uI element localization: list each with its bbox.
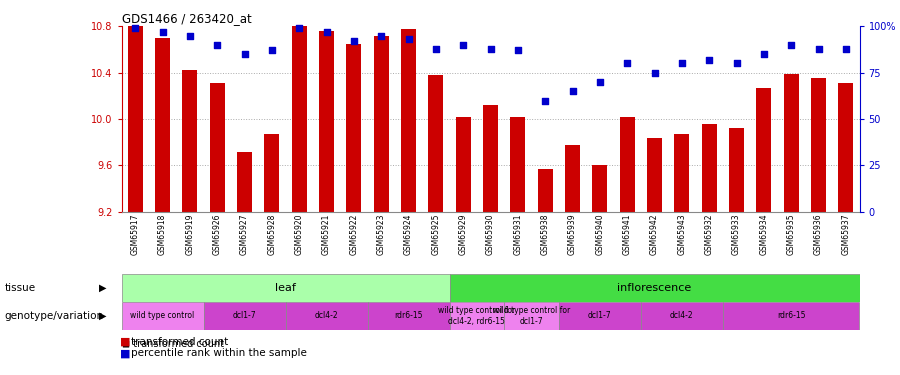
Bar <box>784 74 798 212</box>
Text: rdr6-15: rdr6-15 <box>394 311 423 320</box>
Bar <box>183 70 197 212</box>
Point <box>238 51 252 57</box>
Point <box>401 36 416 42</box>
Text: GDS1466 / 263420_at: GDS1466 / 263420_at <box>122 12 251 25</box>
Text: ◼ transformed count: ◼ transformed count <box>122 338 223 348</box>
Bar <box>122 274 449 302</box>
Text: wild type control for
dcl1-7: wild type control for dcl1-7 <box>493 306 570 326</box>
Point <box>538 98 553 104</box>
Bar <box>510 117 526 212</box>
Bar <box>641 302 723 330</box>
Point <box>320 29 334 35</box>
Point <box>565 88 580 94</box>
Point <box>757 51 771 57</box>
Text: wild type control for
dcl4-2, rdr6-15: wild type control for dcl4-2, rdr6-15 <box>438 306 516 326</box>
Text: ■: ■ <box>120 348 130 358</box>
Text: dcl4-2: dcl4-2 <box>670 311 694 320</box>
Point <box>592 79 607 85</box>
Bar <box>128 26 143 212</box>
Point <box>702 57 716 63</box>
Point <box>456 42 471 48</box>
Text: ■: ■ <box>120 337 130 347</box>
Point <box>483 45 498 51</box>
Bar <box>838 83 853 212</box>
Text: wild type control: wild type control <box>130 311 194 320</box>
Point <box>265 47 279 53</box>
Point <box>128 25 142 31</box>
Bar <box>292 26 307 212</box>
Bar <box>285 302 367 330</box>
Bar <box>346 44 362 212</box>
Bar <box>811 78 826 212</box>
Bar <box>565 145 580 212</box>
Text: dcl4-2: dcl4-2 <box>315 311 338 320</box>
Bar <box>620 117 634 212</box>
Point <box>675 60 689 66</box>
Text: ▶: ▶ <box>99 311 106 321</box>
Bar <box>401 28 416 212</box>
Bar <box>449 274 860 302</box>
Bar <box>210 83 225 212</box>
Bar <box>367 302 449 330</box>
Text: tissue: tissue <box>4 283 36 293</box>
Point <box>620 60 634 66</box>
Bar <box>592 165 608 212</box>
Text: percentile rank within the sample: percentile rank within the sample <box>131 348 307 358</box>
Bar <box>374 36 389 212</box>
Text: ▶: ▶ <box>99 283 106 293</box>
Point <box>784 42 798 48</box>
Bar <box>559 302 641 330</box>
Bar <box>155 38 170 212</box>
Text: genotype/variation: genotype/variation <box>4 311 104 321</box>
Bar <box>428 75 444 212</box>
Bar <box>674 134 689 212</box>
Bar <box>455 117 471 212</box>
Text: dcl1-7: dcl1-7 <box>588 311 612 320</box>
Point <box>811 45 825 51</box>
Bar <box>122 302 203 330</box>
Text: transformed count: transformed count <box>131 337 229 347</box>
Bar <box>702 124 716 212</box>
Bar <box>449 302 504 330</box>
Point <box>156 29 170 35</box>
Point <box>647 70 662 76</box>
Point <box>210 42 224 48</box>
Text: rdr6-15: rdr6-15 <box>777 311 806 320</box>
Point <box>510 47 525 53</box>
Bar <box>483 105 498 212</box>
Bar <box>203 302 285 330</box>
Bar <box>729 128 744 212</box>
Point <box>839 45 853 51</box>
Text: leaf: leaf <box>275 283 296 293</box>
Bar <box>537 169 553 212</box>
Text: inflorescence: inflorescence <box>617 283 691 293</box>
Point <box>346 38 361 44</box>
Point <box>729 60 743 66</box>
Bar <box>319 31 334 212</box>
Point <box>428 45 443 51</box>
Point <box>292 25 306 31</box>
Point <box>374 33 389 39</box>
Bar <box>723 302 860 330</box>
Bar <box>237 152 252 212</box>
Bar <box>756 88 771 212</box>
Bar <box>504 302 559 330</box>
Bar <box>647 138 662 212</box>
Bar <box>265 134 279 212</box>
Text: dcl1-7: dcl1-7 <box>233 311 256 320</box>
Point <box>183 33 197 39</box>
